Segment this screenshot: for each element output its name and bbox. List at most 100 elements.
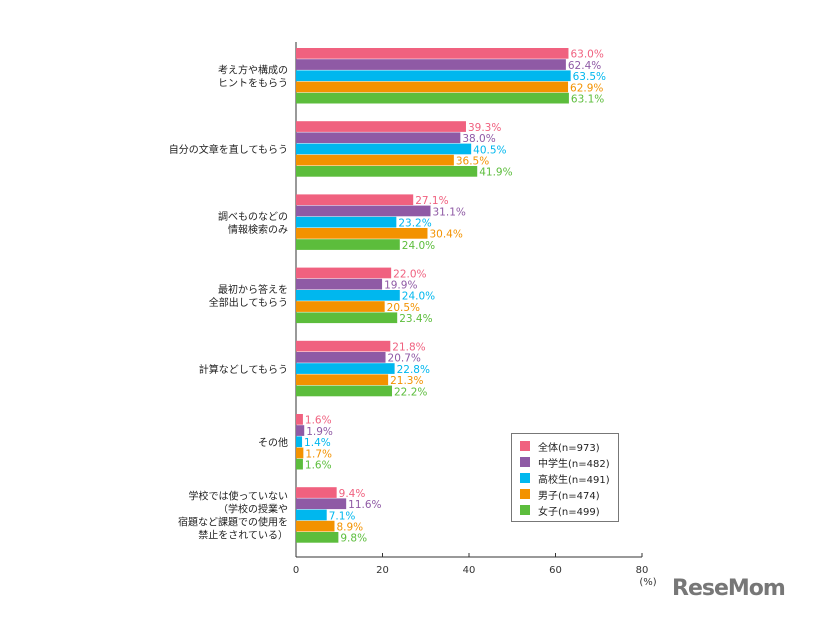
bar — [296, 121, 466, 132]
data-label: 63.1% — [571, 94, 604, 106]
bar — [296, 290, 400, 301]
bar — [296, 228, 428, 239]
data-label: 23.2% — [398, 218, 431, 230]
bar — [296, 301, 385, 312]
data-label: 19.9% — [384, 280, 417, 292]
data-label: 41.9% — [479, 167, 512, 179]
category-label: 学校では使っていない — [189, 490, 289, 503]
category-label: 調べものなどの — [218, 210, 288, 223]
bar — [296, 70, 571, 82]
bar — [296, 509, 327, 521]
data-label: 1.6% — [305, 460, 332, 472]
data-label: 24.0% — [402, 291, 435, 303]
legend-label: 男子(n=474) — [538, 490, 600, 502]
bar — [296, 520, 335, 532]
data-label: 27.1% — [415, 195, 448, 207]
x-tick-label: 20 — [376, 565, 389, 576]
bar — [296, 363, 395, 374]
data-label: 20.7% — [388, 353, 421, 365]
category-label: その他 — [258, 436, 288, 449]
bar — [296, 143, 472, 155]
bar — [296, 92, 569, 104]
x-tick-label: 80 — [636, 565, 649, 576]
data-label: 23.4% — [399, 313, 432, 325]
bar — [296, 205, 431, 217]
data-label: 21.8% — [392, 342, 425, 354]
x-tick-label: 60 — [549, 565, 562, 576]
bar — [296, 532, 339, 543]
bar — [296, 312, 398, 324]
data-label: 39.3% — [468, 122, 501, 134]
resemom-logo: ReseMom — [672, 576, 786, 601]
bar — [296, 48, 569, 59]
legend-label: 女子(n=499) — [538, 506, 600, 518]
legend: 全体(n=973) 中学生(n=482) 高校生(n=491) 男子(n=474) 女子… — [511, 433, 619, 522]
data-label: 1.6% — [305, 415, 332, 427]
data-label: 1.7% — [305, 448, 332, 460]
data-label: 36.5% — [456, 156, 489, 168]
data-label: 8.9% — [336, 522, 363, 534]
data-label: 11.6% — [348, 499, 381, 511]
legend-label: 全体(n=973) — [538, 442, 600, 454]
bar — [296, 487, 337, 498]
category-label: 最初から答えを — [218, 283, 288, 296]
data-label: 22.2% — [394, 386, 427, 398]
legend-item: 男子(n=474) — [520, 486, 618, 502]
bar — [296, 132, 461, 144]
data-label: 9.4% — [339, 488, 366, 500]
data-label: 1.4% — [304, 437, 331, 449]
data-label: 20.5% — [387, 302, 420, 314]
legend-swatch — [520, 473, 530, 483]
legend-label: 中学生(n=482) — [538, 458, 610, 470]
category-label: 情報検索のみ — [228, 223, 288, 236]
data-label: 63.0% — [570, 49, 603, 61]
legend-item: 中学生(n=482) — [520, 454, 618, 470]
data-label: 24.0% — [402, 240, 435, 252]
data-label: 22.8% — [397, 364, 430, 376]
category-label: 全部出してもらう — [209, 296, 288, 309]
bar — [296, 447, 304, 459]
bar — [296, 59, 566, 70]
legend-swatch — [520, 505, 530, 515]
bar — [296, 425, 305, 436]
data-label: 7.1% — [329, 510, 356, 522]
x-tick-label: 0 — [293, 565, 299, 576]
data-label: 9.8% — [340, 533, 367, 545]
legend-swatch — [520, 457, 530, 467]
bar — [296, 278, 383, 290]
data-label: 62.4% — [568, 60, 601, 72]
data-label: 38.0% — [462, 133, 495, 145]
bar — [296, 498, 347, 510]
bar — [296, 166, 478, 177]
category-label: （学校の授業や — [218, 503, 288, 516]
x-tick-label: 40 — [463, 565, 476, 576]
bar — [296, 340, 391, 352]
legend-swatch — [520, 489, 530, 499]
data-label: 31.1% — [433, 206, 466, 218]
legend-label: 高校生(n=491) — [538, 474, 610, 486]
data-label: 21.3% — [390, 375, 423, 387]
category-label: 禁止をされている） — [198, 530, 288, 542]
legend-swatch — [520, 441, 530, 451]
legend-item: 高校生(n=491) — [520, 470, 618, 486]
bar — [296, 239, 400, 250]
bar — [296, 436, 303, 448]
bar — [296, 81, 569, 93]
category-label: 自分の文章を直してもらう — [169, 143, 288, 156]
legend-item: 全体(n=973) — [520, 438, 618, 454]
bar — [296, 458, 303, 470]
data-label: 40.5% — [473, 144, 506, 156]
data-label: 63.5% — [573, 71, 606, 83]
legend-item: 女子(n=499) — [520, 502, 618, 518]
bar — [296, 194, 414, 206]
category-label: 考え方や構成の — [218, 64, 288, 77]
x-axis-unit: (%) — [639, 577, 656, 588]
category-label: 計算などしてもらう — [199, 363, 288, 376]
data-label: 1.9% — [306, 426, 333, 438]
bar — [296, 414, 303, 425]
data-label: 62.9% — [570, 82, 603, 94]
data-label: 30.4% — [429, 229, 462, 241]
bar — [296, 267, 392, 279]
